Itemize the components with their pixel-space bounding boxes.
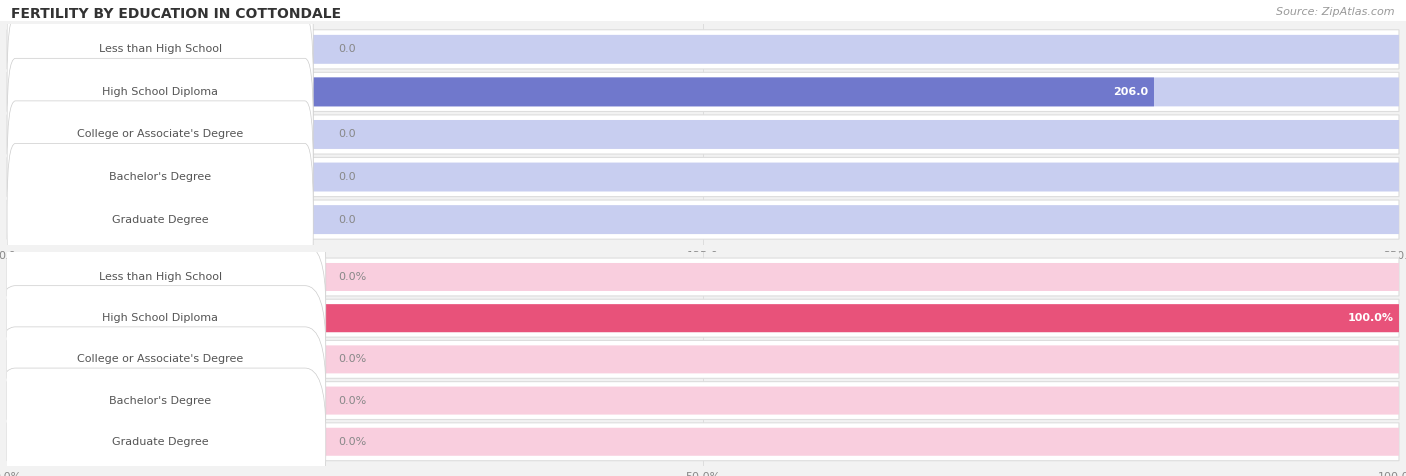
- Text: 0.0%: 0.0%: [339, 396, 367, 406]
- FancyBboxPatch shape: [7, 158, 1399, 197]
- FancyBboxPatch shape: [7, 299, 1399, 337]
- Text: Bachelor's Degree: Bachelor's Degree: [110, 396, 211, 406]
- Text: High School Diploma: High School Diploma: [103, 87, 218, 97]
- FancyBboxPatch shape: [7, 163, 1399, 191]
- FancyBboxPatch shape: [7, 30, 1399, 69]
- Text: 0.0: 0.0: [339, 215, 356, 225]
- FancyBboxPatch shape: [0, 368, 326, 476]
- Text: Graduate Degree: Graduate Degree: [112, 215, 208, 225]
- Text: 0.0: 0.0: [339, 172, 356, 182]
- FancyBboxPatch shape: [7, 101, 314, 253]
- FancyBboxPatch shape: [7, 72, 1399, 111]
- FancyBboxPatch shape: [7, 258, 1399, 296]
- Text: College or Associate's Degree: College or Associate's Degree: [77, 354, 243, 365]
- FancyBboxPatch shape: [7, 205, 1399, 234]
- Text: Bachelor's Degree: Bachelor's Degree: [110, 172, 211, 182]
- FancyBboxPatch shape: [7, 115, 1399, 154]
- FancyBboxPatch shape: [7, 143, 314, 296]
- FancyBboxPatch shape: [0, 286, 326, 433]
- Text: Less than High School: Less than High School: [98, 44, 222, 54]
- FancyBboxPatch shape: [7, 382, 1399, 419]
- FancyBboxPatch shape: [0, 245, 326, 392]
- FancyBboxPatch shape: [7, 263, 1399, 291]
- Text: 0.0%: 0.0%: [339, 437, 367, 447]
- Text: 0.0: 0.0: [339, 129, 356, 139]
- Text: Source: ZipAtlas.com: Source: ZipAtlas.com: [1277, 7, 1395, 17]
- Text: 0.0: 0.0: [339, 44, 356, 54]
- Text: 206.0: 206.0: [1114, 87, 1149, 97]
- FancyBboxPatch shape: [7, 304, 1399, 332]
- FancyBboxPatch shape: [7, 304, 1399, 332]
- FancyBboxPatch shape: [7, 340, 1399, 378]
- Text: FERTILITY BY EDUCATION IN COTTONDALE: FERTILITY BY EDUCATION IN COTTONDALE: [11, 7, 342, 21]
- Text: Less than High School: Less than High School: [98, 272, 222, 282]
- FancyBboxPatch shape: [7, 16, 314, 168]
- Text: 0.0%: 0.0%: [339, 272, 367, 282]
- FancyBboxPatch shape: [7, 120, 1399, 149]
- FancyBboxPatch shape: [7, 428, 1399, 456]
- FancyBboxPatch shape: [7, 78, 1399, 106]
- Text: 100.0%: 100.0%: [1347, 313, 1393, 323]
- Text: High School Diploma: High School Diploma: [103, 313, 218, 323]
- FancyBboxPatch shape: [7, 200, 1399, 239]
- FancyBboxPatch shape: [0, 203, 326, 351]
- FancyBboxPatch shape: [7, 0, 314, 126]
- FancyBboxPatch shape: [7, 35, 1399, 64]
- Text: 0.0%: 0.0%: [339, 354, 367, 365]
- FancyBboxPatch shape: [7, 78, 1154, 106]
- Text: College or Associate's Degree: College or Associate's Degree: [77, 129, 243, 139]
- FancyBboxPatch shape: [0, 327, 326, 474]
- FancyBboxPatch shape: [7, 423, 1399, 461]
- FancyBboxPatch shape: [7, 59, 314, 210]
- FancyBboxPatch shape: [7, 346, 1399, 373]
- Text: Graduate Degree: Graduate Degree: [112, 437, 208, 447]
- FancyBboxPatch shape: [7, 387, 1399, 415]
